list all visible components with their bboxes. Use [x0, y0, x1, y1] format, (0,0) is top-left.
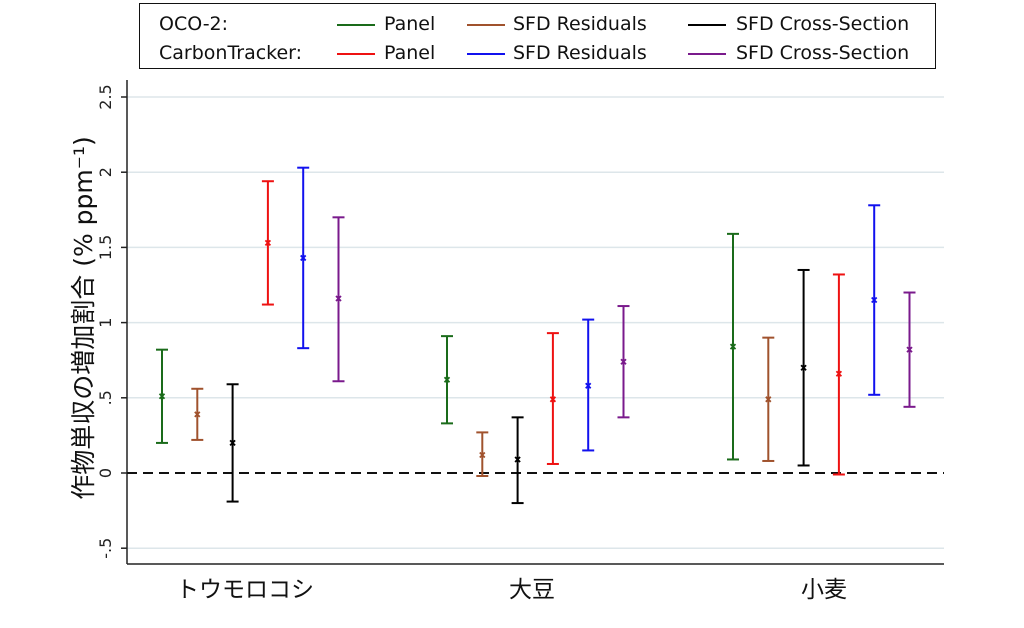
error-bar: [617, 305, 630, 419]
legend-label-oco2-sfd-residuals: SFD Residuals: [513, 13, 647, 35]
legend-swatch-ct-sfd-residuals: [467, 53, 505, 55]
point-estimate-marker: [514, 456, 521, 463]
error-bar: [582, 318, 595, 452]
legend-swatch-oco2-sfd-residuals: [467, 24, 505, 26]
error-bar: [297, 166, 310, 350]
legend: OCO-2: CarbonTracker: Panel SFD Residual…: [139, 3, 936, 69]
point-estimate-marker: [585, 382, 592, 389]
legend-swatch-ct-panel: [337, 53, 375, 55]
point-estimate-marker: [906, 346, 913, 353]
y-tick-label: 1.5: [96, 235, 115, 260]
legend-label-ct-sfd-cross-section: SFD Cross-Section: [736, 42, 910, 64]
x-tick-labels: トウモロコシ 大豆 小麦: [176, 577, 847, 603]
error-bars: [156, 166, 916, 505]
y-axis-label: 作物単収の増加割合 (% ppm⁻¹): [69, 136, 98, 500]
error-bar: [226, 383, 239, 503]
legend-swatch-oco2-sfd-cross-section: [688, 24, 726, 26]
axes: [121, 80, 944, 565]
x-tick-label: トウモロコシ: [176, 577, 314, 603]
error-bar: [546, 332, 559, 465]
error-bar: [261, 180, 274, 306]
gridlines: [127, 96, 944, 549]
point-estimate-marker: [479, 451, 486, 459]
error-bar: [441, 335, 453, 425]
y-tick-label: 1: [96, 318, 115, 328]
point-estimate-marker: [194, 411, 201, 418]
point-estimate-marker: [335, 295, 342, 302]
point-estimate-marker: [264, 239, 272, 247]
y-tick-labels: -.5 0 .5 1 1.5 2 2.5: [96, 84, 115, 558]
point-estimate-marker: [229, 439, 236, 447]
error-bar: [762, 336, 775, 462]
legend-group-carbontracker: CarbonTracker:: [159, 42, 303, 64]
y-tick-label: -.5: [96, 538, 115, 559]
legend-label-oco2-sfd-cross-section: SFD Cross-Section: [736, 13, 910, 35]
error-bar: [868, 204, 881, 396]
point-estimate-marker: [800, 364, 807, 371]
error-bar: [156, 348, 168, 444]
error-bar: [832, 273, 845, 476]
point-estimate-marker: [549, 396, 557, 403]
legend-swatch-oco2-panel: [337, 24, 375, 26]
error-bar: [476, 431, 489, 478]
error-bar: [797, 268, 810, 467]
point-estimate-marker: [300, 254, 307, 262]
legend-label-ct-panel: Panel: [384, 42, 436, 64]
error-bar: [511, 416, 524, 505]
error-bar: [903, 291, 916, 408]
y-tick-label: .5: [96, 390, 115, 405]
error-bar: [332, 216, 345, 383]
point-estimate-marker: [158, 393, 166, 400]
x-tick-label: 小麦: [801, 577, 847, 603]
point-estimate-marker: [835, 370, 843, 377]
point-estimate-marker: [443, 376, 451, 383]
point-estimate-marker: [620, 358, 627, 365]
error-bar: [727, 232, 739, 461]
y-tick-label: 2.5: [96, 84, 115, 109]
point-estimate-marker: [765, 396, 772, 403]
legend-swatch-ct-sfd-cross-section: [688, 53, 726, 55]
point-estimate-marker: [729, 343, 737, 350]
y-tick-label: 2: [96, 167, 115, 177]
error-bar: [191, 387, 204, 441]
y-tick-label: 0: [96, 468, 115, 478]
legend-label-ct-sfd-residuals: SFD Residuals: [513, 42, 647, 64]
legend-label-oco2-panel: Panel: [384, 13, 436, 35]
x-tick-label: 大豆: [509, 577, 555, 603]
legend-group-oco2: OCO-2:: [159, 13, 229, 35]
point-estimate-marker: [871, 296, 878, 304]
